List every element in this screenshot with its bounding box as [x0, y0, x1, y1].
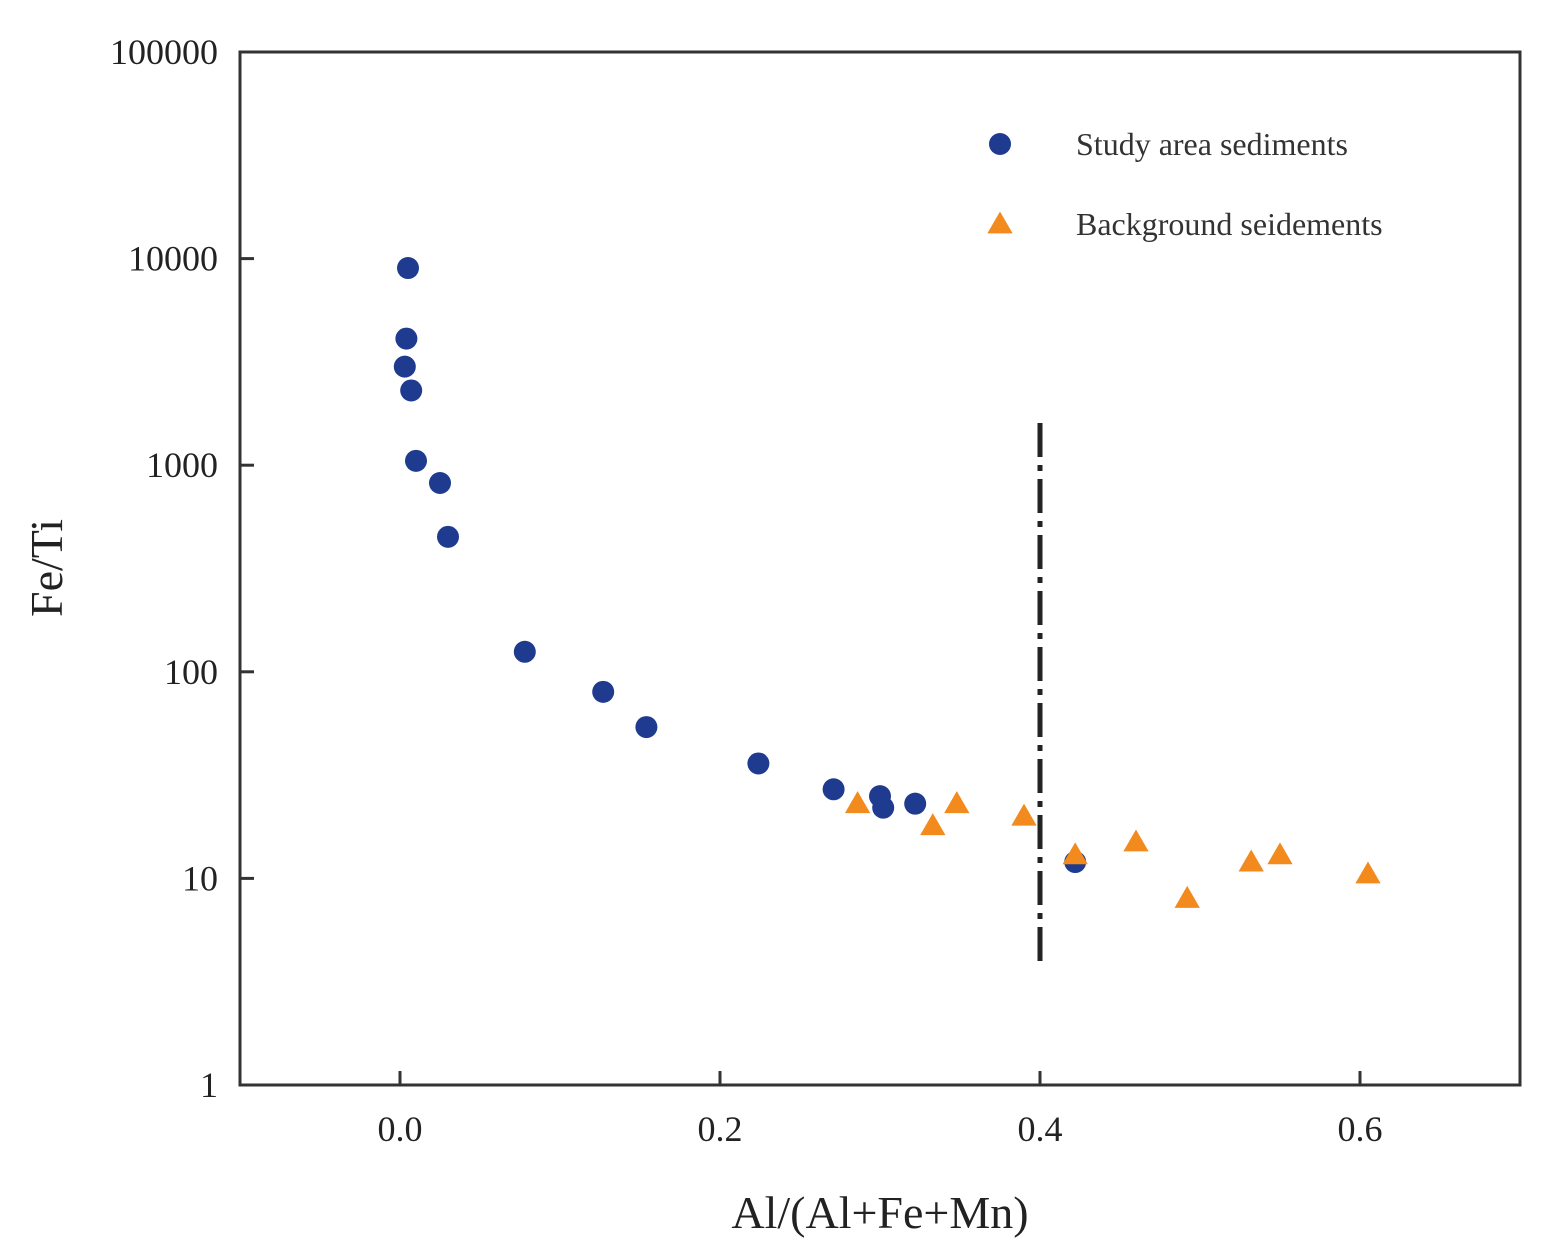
legend-circle-marker — [989, 133, 1011, 155]
x-axis-ticks: 0.0 0.2 0.4 0.6 — [378, 1071, 1383, 1149]
y-tick-label: 100 — [164, 652, 218, 692]
background-point — [1123, 829, 1149, 852]
study-area-point — [395, 327, 418, 350]
background-point — [1355, 861, 1381, 884]
study-area-point — [872, 796, 895, 819]
background-point — [1238, 849, 1264, 872]
legend-triangle-marker — [987, 211, 1013, 234]
x-tick-label: 0.4 — [1018, 1109, 1063, 1149]
y-tick-label: 1 — [200, 1065, 218, 1105]
background-point — [1267, 842, 1293, 865]
background-point — [1062, 842, 1088, 865]
study-area-point — [822, 778, 845, 801]
y-tick-label: 1000 — [146, 445, 218, 485]
study-area-point — [747, 752, 770, 775]
study-area-point — [513, 640, 536, 663]
background-point — [1174, 885, 1200, 908]
study-area-point — [393, 355, 416, 378]
study-area-point — [635, 716, 658, 739]
y-axis-ticks: 1 10 100 1000 10000 100000 — [110, 32, 254, 1105]
background-point — [920, 813, 946, 836]
study-area-point — [429, 472, 451, 495]
x-tick-label: 0.6 — [1338, 1109, 1383, 1149]
plot-frame — [238, 50, 1522, 1087]
x-tick-label: 0.2 — [698, 1109, 743, 1149]
legend-label: Background seidements — [1076, 206, 1383, 242]
study-area-point — [904, 792, 927, 815]
background-point — [1011, 803, 1037, 826]
y-tick-label: 10 — [182, 858, 218, 898]
data-points — [393, 257, 1381, 908]
x-axis-title: Al/(Al+Fe+Mn) — [731, 1187, 1028, 1238]
legend: Study area sediments Background seidement… — [987, 126, 1383, 242]
background-point — [844, 791, 871, 814]
background-point — [944, 791, 970, 814]
study-area-point — [437, 525, 459, 548]
study-area-point — [592, 680, 615, 703]
study-area-point — [405, 449, 427, 472]
y-tick-label: 10000 — [128, 239, 218, 279]
y-axis-title: Fe/Ti — [21, 519, 72, 617]
study-area-point — [397, 257, 419, 280]
x-tick-label: 0.0 — [378, 1109, 423, 1149]
legend-label: Study area sediments — [1076, 126, 1348, 162]
y-tick-label: 100000 — [110, 32, 218, 72]
study-area-point — [400, 379, 423, 402]
